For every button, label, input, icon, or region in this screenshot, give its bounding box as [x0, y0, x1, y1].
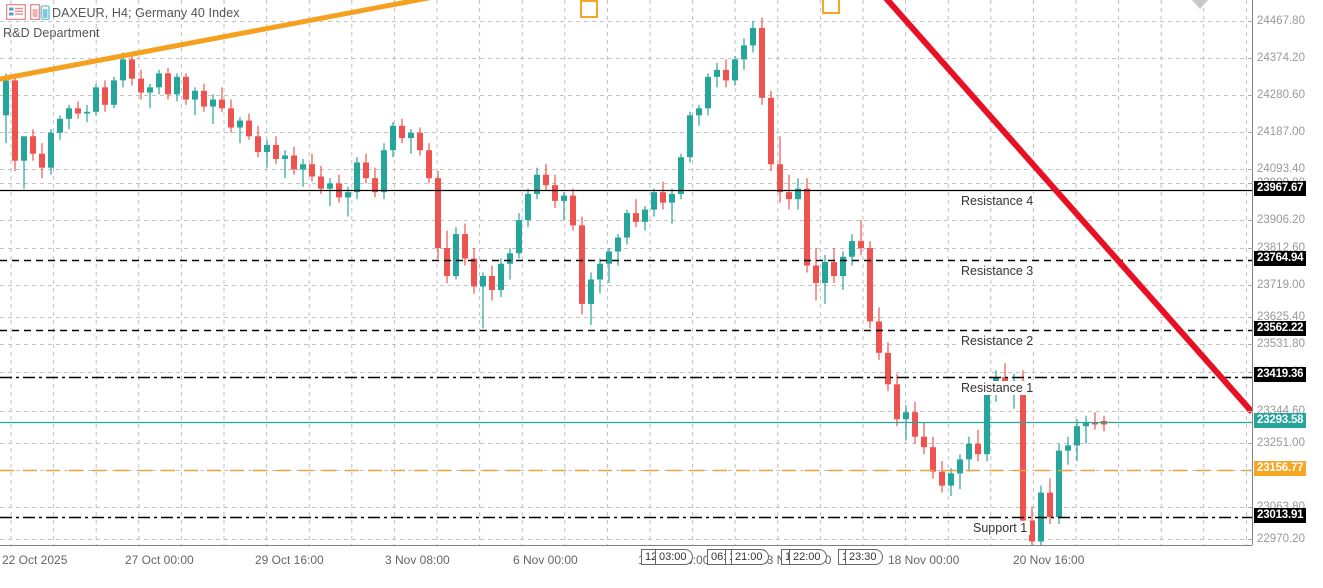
price-tick-mark — [1248, 411, 1253, 412]
price-tick-mark — [1248, 132, 1253, 133]
price-tick-mark — [1248, 95, 1253, 96]
time-tick-label: 18 Nov 00:00 — [888, 553, 960, 567]
time-tick-label: 27 Oct 00:00 — [125, 553, 194, 567]
price-tick-label: 23906.20 — [1257, 214, 1305, 226]
time-tick-label: 29 Oct 16:00 — [255, 553, 324, 567]
level-label-resistance-1: Resistance 1 — [958, 381, 1037, 395]
list-icon[interactable] — [5, 3, 27, 21]
chart-level-lines — [0, 0, 1252, 519]
price-tick-mark — [1248, 372, 1253, 373]
time-tick-label: 20 Nov 16:00 — [1013, 553, 1085, 567]
candlestick-series — [3, 17, 1107, 545]
price-tick-mark — [1248, 169, 1253, 170]
price-tick-mark — [1248, 317, 1253, 318]
price-tick-label: 23251.00 — [1257, 437, 1305, 449]
chart-gridlines — [0, 0, 1252, 545]
price-tick-mark — [1248, 220, 1253, 221]
price-tick-mark — [1248, 539, 1253, 540]
price-tick-mark — [1248, 470, 1253, 471]
price-tag-black[interactable]: 23764.94 — [1254, 251, 1307, 266]
price-tag-teal[interactable]: 23293.58 — [1254, 413, 1307, 428]
price-tag-orange[interactable]: 23156.77 — [1254, 461, 1307, 476]
square-marker-2[interactable] — [822, 0, 840, 14]
triangle-marker[interactable] — [1192, 0, 1208, 9]
symbol-title: DAXEUR, H4; Germany 40 Index — [52, 6, 240, 20]
time-tick-label: 3 Nov 08:00 — [385, 553, 450, 567]
time-tick-label: 22 Oct 2025 — [2, 553, 68, 567]
chart-overlays: Resistance 4 Resistance 3 Resistance 2 Resi… — [580, 0, 1208, 535]
price-tick-mark — [1248, 443, 1253, 444]
price-tick-mark — [1248, 507, 1253, 508]
price-tick-label: 24374.20 — [1257, 52, 1305, 64]
level-label-resistance-3: Resistance 3 — [958, 264, 1037, 278]
price-tag-black[interactable]: 23562.22 — [1254, 321, 1307, 336]
level-label-resistance-4: Resistance 4 — [958, 194, 1037, 208]
bar-chart-icon[interactable] — [29, 3, 50, 21]
time-bubble-marker[interactable]: 03:00 — [655, 549, 693, 565]
time-bubble-marker[interactable]: 22:00 — [789, 549, 827, 565]
price-tick-label: 24093.40 — [1257, 163, 1305, 175]
price-tag-black[interactable]: 23967.67 — [1254, 181, 1307, 196]
price-tick-mark — [1248, 248, 1253, 249]
price-tick-label: 23625.40 — [1257, 311, 1305, 323]
price-tick-label: 24187.00 — [1257, 126, 1305, 138]
price-tag-black[interactable]: 23419.36 — [1254, 367, 1307, 382]
time-tick-label: 6 Nov 00:00 — [513, 553, 578, 567]
level-label-support-1: Support 1 — [970, 521, 1031, 535]
department-label: R&D Department — [3, 26, 100, 40]
price-tick-mark — [1248, 183, 1253, 184]
price-tick-label: 24280.60 — [1257, 89, 1305, 101]
price-tick-mark — [1248, 58, 1253, 59]
price-tick-mark — [1248, 344, 1253, 345]
level-label-resistance-2: Resistance 2 — [958, 334, 1037, 348]
price-tick-label: 23719.00 — [1257, 279, 1305, 291]
price-tick-mark — [1248, 285, 1253, 286]
chart-plot-area[interactable]: Resistance 4 Resistance 3 Resistance 2 Resi… — [0, 0, 1252, 545]
price-tick-label: 22970.20 — [1257, 533, 1305, 545]
price-tick-label: 24467.80 — [1257, 15, 1305, 27]
price-tick-label: 23531.80 — [1257, 338, 1305, 350]
price-tick-mark — [1248, 21, 1253, 22]
price-tag-black[interactable]: 23013.91 — [1254, 508, 1307, 523]
price-axis[interactable]: 24467.80 24374.20 24280.60 24187.00 24093.40… — [1248, 0, 1323, 545]
time-marker-bubbles[interactable]: 12:0003:0006:2012:0021:0012:0022:0012:00… — [0, 545, 1252, 571]
time-bubble-marker[interactable]: 23:30 — [845, 549, 883, 565]
time-bubble-marker[interactable]: 21:00 — [731, 549, 769, 565]
square-marker-1[interactable] — [580, 0, 598, 18]
